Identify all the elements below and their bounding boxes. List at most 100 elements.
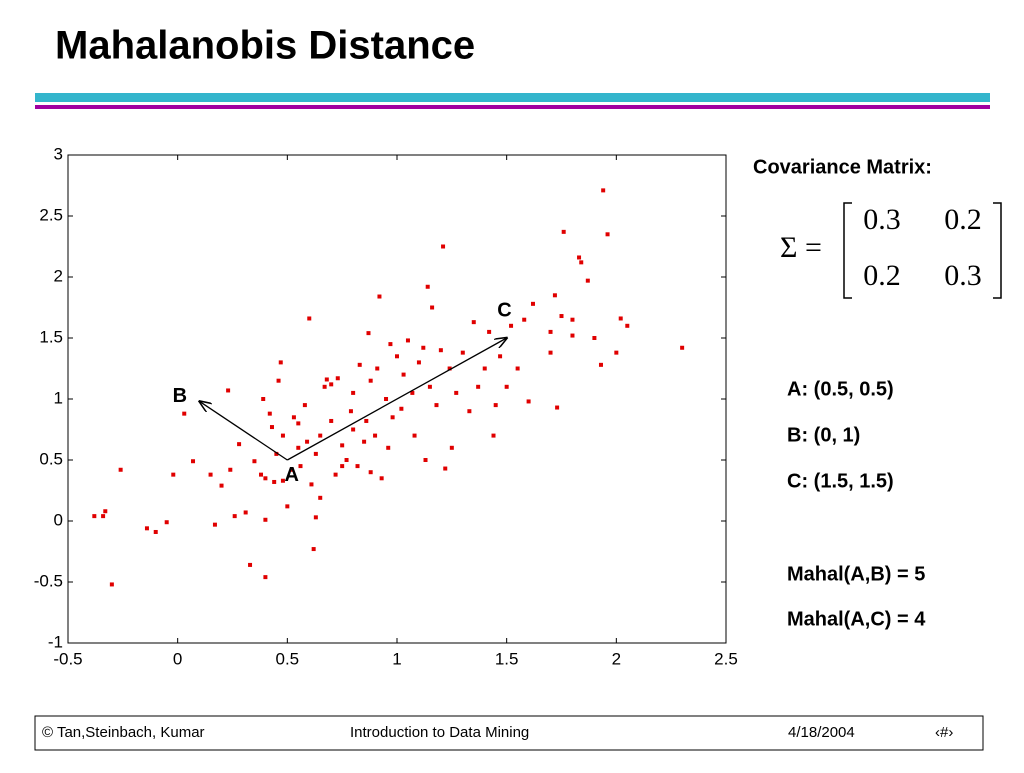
point [248,562,253,567]
point [344,458,349,462]
point [491,433,496,438]
point [570,333,575,338]
point [324,377,329,382]
point [601,188,606,193]
point [313,515,318,520]
point [522,317,527,322]
point [144,526,149,531]
point [296,445,301,450]
point [351,390,356,395]
point [237,442,242,447]
point [526,399,531,404]
matrix-cell: 0.2 [863,259,901,292]
point [171,472,176,477]
point [577,255,582,260]
y-tick-label: 2.5 [39,205,63,224]
point [559,314,564,319]
point [101,514,106,519]
point [364,418,369,423]
point [412,433,417,438]
point [355,464,360,469]
point [298,464,303,469]
matrix-cell: 0.2 [944,203,982,236]
y-tick-label: -0.5 [34,571,63,590]
point [515,366,520,371]
y-tick-label: -1 [48,632,63,651]
point [263,517,268,522]
cov-heading: Covariance Matrix: [753,156,932,178]
point [92,514,97,519]
point [388,342,393,347]
point [487,329,492,334]
point [390,415,395,420]
point [335,376,340,381]
footer-date: 4/18/2004 [788,724,855,741]
point [274,451,279,456]
point [329,382,334,387]
x-tick-label: 2.5 [714,649,738,668]
point [548,329,553,334]
point [228,467,233,472]
point [362,439,367,444]
point [276,378,281,383]
point [208,472,213,477]
point [467,409,472,414]
point [504,384,509,389]
point [395,354,399,359]
point [423,458,428,462]
point [530,301,535,306]
x-tick-label: 1 [392,649,401,668]
point [460,350,465,355]
point [280,478,285,483]
point [430,305,435,310]
y-tick-label: 0.5 [39,449,63,468]
point [289,467,294,472]
point [449,445,454,450]
point [322,384,327,389]
point-def: B: (0, 1) [787,424,860,446]
point [421,345,426,350]
point [493,403,498,408]
point [401,372,406,377]
point [605,232,610,237]
point [434,403,439,408]
point [243,510,248,515]
slide-title: Mahalanobis Distance [55,24,475,68]
point [340,464,345,469]
rule-line [35,105,990,109]
point [261,397,266,401]
point [625,323,630,328]
x-tick-label: 1.5 [495,649,519,668]
point [384,397,389,401]
point [118,467,123,472]
footer-center: Introduction to Data Mining [350,724,529,741]
point [377,294,382,299]
arrow [200,401,288,461]
result: Mahal(A,C) = 4 [787,608,926,630]
point [267,411,272,416]
point [373,433,378,438]
y-tick-label: 1 [54,388,63,407]
point [454,390,459,395]
point [561,229,566,234]
point [311,547,316,552]
point [509,323,514,328]
point [598,362,603,367]
point [351,427,356,432]
point [368,378,373,383]
point [252,459,257,464]
footer-page: ‹#› [935,724,953,741]
point [585,278,590,283]
point [555,405,560,410]
y-tick-label: 0 [54,510,63,529]
point [226,388,231,393]
point [182,411,187,416]
point [375,366,380,371]
point [425,284,430,289]
point [191,459,196,464]
result: Mahal(A,B) = 5 [787,563,925,585]
point [579,260,584,265]
footer-box [34,715,984,751]
